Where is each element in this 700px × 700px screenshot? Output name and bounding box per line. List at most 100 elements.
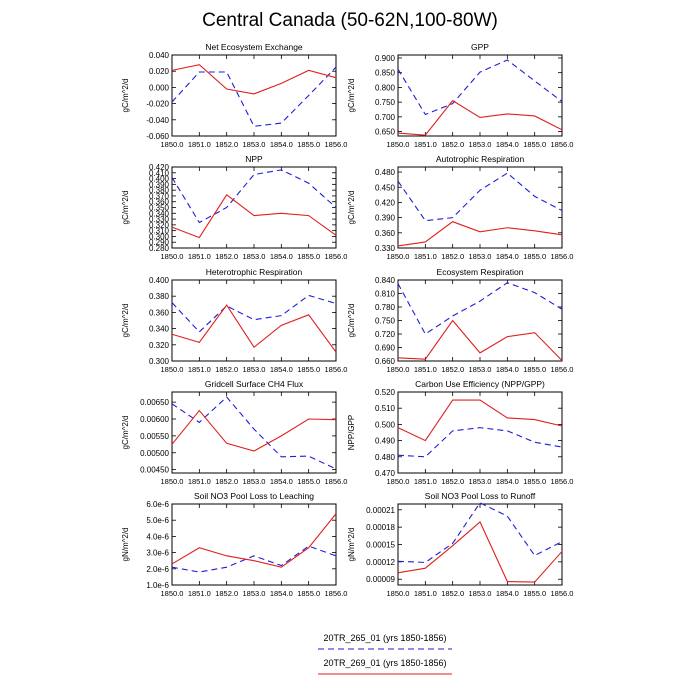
y-tick-label: 0.360 xyxy=(149,198,170,207)
panel-title: NPP xyxy=(245,154,263,164)
series-line-solid-red xyxy=(171,513,337,568)
y-tick-label: 0.510 xyxy=(375,404,396,413)
y-tick-label: 0.020 xyxy=(149,67,170,76)
y-tick-label: 0.00021 xyxy=(366,506,395,515)
y-tick-label: 0.00650 xyxy=(140,398,169,407)
x-tick-label: 1851.0 xyxy=(188,252,211,261)
x-tick-label: 1853.0 xyxy=(243,589,266,598)
panel-title: Heterotrophic Respiration xyxy=(206,267,303,277)
y-tick-label: 0.750 xyxy=(375,317,396,326)
x-tick-label: 1856.0 xyxy=(325,477,348,486)
legend-label: 20TR_265_01 (yrs 1850-1856) xyxy=(323,633,446,643)
y-tick-label: 0.350 xyxy=(149,204,170,213)
series-line-solid-red xyxy=(397,521,563,583)
y-tick-label: 0.00015 xyxy=(366,541,395,550)
x-tick-label: 1851.0 xyxy=(414,589,437,598)
x-tick-label: 1856.0 xyxy=(551,140,574,149)
x-tick-label: 1850.0 xyxy=(161,589,184,598)
y-tick-label: 0.330 xyxy=(375,244,396,253)
x-tick-label: 1850.0 xyxy=(387,140,410,149)
y-tick-label: 0.690 xyxy=(375,344,396,353)
x-tick-label: 1851.0 xyxy=(414,252,437,261)
x-tick-label: 1856.0 xyxy=(551,589,574,598)
x-tick-label: 1853.0 xyxy=(469,140,492,149)
x-tick-label: 1856.0 xyxy=(551,365,574,374)
y-tick-label: 0.520 xyxy=(375,388,396,397)
y-tick-label: 0.380 xyxy=(149,186,170,195)
y-tick-label: 6.0e-6 xyxy=(146,500,169,509)
x-tick-label: 1855.0 xyxy=(523,365,546,374)
series-line-dashed-blue xyxy=(171,66,337,127)
y-tick-label: 0.380 xyxy=(149,292,170,301)
figure-title: Central Canada (50-62N,100-80W) xyxy=(202,10,498,31)
panel-10: Soil NO3 Pool Loss to Runoff gN/m^2/d 0.00… xyxy=(347,491,573,598)
y-tick-label: 0.410 xyxy=(149,169,170,178)
y-axis-label: gC/m^2/d xyxy=(347,304,356,338)
y-tick-label: 3.0e-6 xyxy=(146,549,169,558)
y-tick-label: -0.020 xyxy=(146,100,169,109)
panel-title: GPP xyxy=(471,42,489,52)
y-tick-label: 0.390 xyxy=(375,214,396,223)
y-tick-label: 0.00500 xyxy=(140,449,169,458)
x-tick-label: 1853.0 xyxy=(243,477,266,486)
panel-title: Carbon Use Efficiency (NPP/GPP) xyxy=(415,379,545,389)
y-tick-label: 0.360 xyxy=(149,308,170,317)
x-tick-label: 1856.0 xyxy=(325,252,348,261)
legend-label: 20TR_269_01 (yrs 1850-1856) xyxy=(323,658,446,668)
x-tick-label: 1850.0 xyxy=(161,140,184,149)
series-line-solid-red xyxy=(171,193,337,239)
x-tick-label: 1852.0 xyxy=(441,252,464,261)
x-tick-label: 1853.0 xyxy=(469,365,492,374)
x-tick-label: 1854.0 xyxy=(496,140,519,149)
x-tick-label: 1853.0 xyxy=(469,477,492,486)
x-tick-label: 1856.0 xyxy=(325,140,348,149)
x-tick-label: 1852.0 xyxy=(441,477,464,486)
y-tick-label: 0.370 xyxy=(149,192,170,201)
x-tick-label: 1855.0 xyxy=(297,252,320,261)
y-tick-label: -0.040 xyxy=(146,116,169,125)
y-tick-label: 0.470 xyxy=(375,469,396,478)
series-line-dashed-blue xyxy=(397,59,563,116)
y-tick-label: 0.290 xyxy=(149,238,170,247)
y-tick-label: 0.480 xyxy=(375,453,396,462)
panel-8: Carbon Use Efficiency (NPP/GPP) NPP/GPP 0.… xyxy=(347,379,573,486)
x-tick-label: 1856.0 xyxy=(551,477,574,486)
x-tick-label: 1855.0 xyxy=(297,365,320,374)
panel-2: GPP gC/m^2/d 0.650 0.700 0.750 0.800 0.850 0.90… xyxy=(347,42,573,149)
x-tick-label: 1851.0 xyxy=(414,365,437,374)
y-tick-label: 0.400 xyxy=(149,276,170,285)
x-tick-label: 1854.0 xyxy=(270,252,293,261)
y-tick-label: 0.840 xyxy=(375,276,396,285)
y-axis-label: gN/m^2/d xyxy=(347,528,356,562)
y-tick-label: 2.0e-6 xyxy=(146,565,169,574)
legend: 20TR_265_01 (yrs 1850-1856) 20TR_269_01 (… xyxy=(318,633,452,675)
panel-4: Autotrophic Respiration gC/m^2/d 0.330 0.36… xyxy=(347,154,573,261)
x-tick-label: 1851.0 xyxy=(188,140,211,149)
x-tick-label: 1855.0 xyxy=(297,140,320,149)
x-tick-label: 1853.0 xyxy=(243,140,266,149)
plot-frame xyxy=(397,503,563,586)
y-tick-label: 0.340 xyxy=(149,325,170,334)
y-axis-label: gC/m^2/d xyxy=(347,79,356,113)
x-tick-label: 1852.0 xyxy=(215,252,238,261)
x-tick-label: 1856.0 xyxy=(325,589,348,598)
panel-6: Ecosystem Respiration gC/m^2/d 0.660 0.690 0… xyxy=(347,267,573,374)
series-line-dashed-blue xyxy=(397,502,563,563)
y-tick-label: 0.400 xyxy=(149,175,170,184)
plot-frame xyxy=(397,166,563,249)
y-tick-label: 0.360 xyxy=(375,229,396,238)
series-line-solid-red xyxy=(171,409,337,452)
panel-3: NPP gC/m^2/d 0.2800.2900.3000.3100.3200.33… xyxy=(121,154,347,261)
x-tick-label: 1850.0 xyxy=(161,252,184,261)
panel-9: Soil NO3 Pool Loss to Leaching gN/m^2/d 1.… xyxy=(121,491,347,598)
x-tick-label: 1855.0 xyxy=(523,140,546,149)
y-tick-label: 0.850 xyxy=(375,69,396,78)
x-tick-label: 1851.0 xyxy=(188,365,211,374)
panel-title: Soil NO3 Pool Loss to Runoff xyxy=(425,491,536,501)
series-line-dashed-blue xyxy=(397,282,563,335)
y-axis-label: NPP/GPP xyxy=(347,415,356,451)
x-tick-label: 1851.0 xyxy=(188,589,211,598)
x-tick-label: 1855.0 xyxy=(523,252,546,261)
y-tick-label: 0.490 xyxy=(375,437,396,446)
